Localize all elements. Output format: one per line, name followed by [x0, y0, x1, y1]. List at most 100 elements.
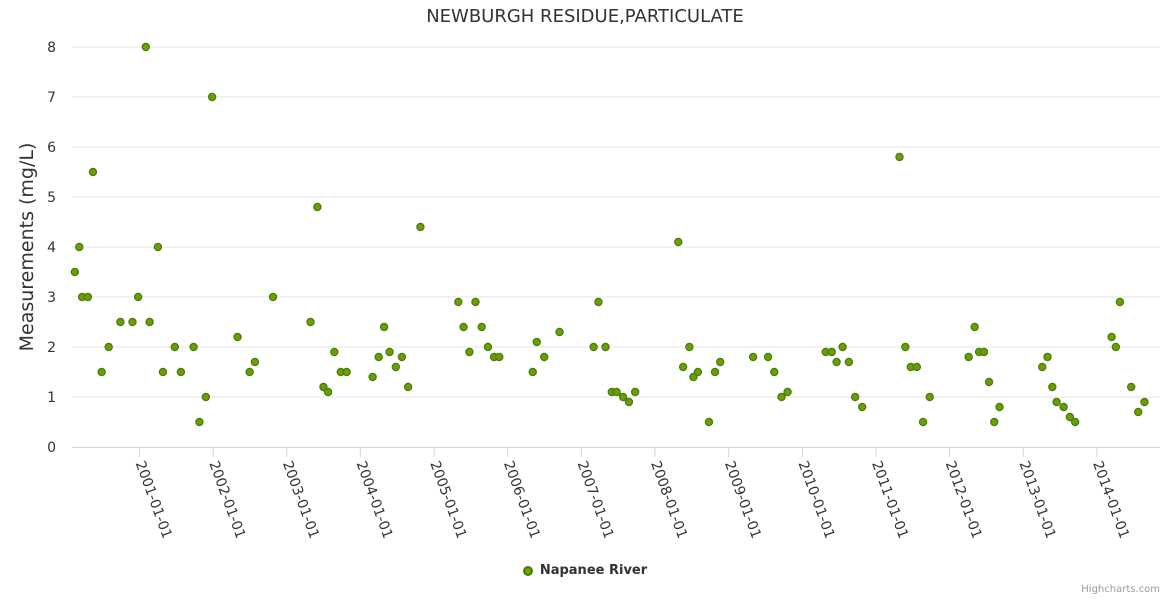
data-point[interactable] [133, 292, 143, 302]
data-point[interactable] [342, 367, 351, 377]
data-point[interactable] [1052, 397, 1061, 407]
data-point[interactable] [540, 352, 549, 362]
data-point[interactable] [827, 347, 836, 357]
data-point[interactable] [555, 327, 564, 337]
data-point[interactable] [612, 387, 621, 397]
data-point[interactable] [141, 42, 150, 52]
data-point[interactable] [528, 367, 537, 377]
data-point[interactable] [704, 417, 714, 427]
data-point[interactable] [397, 352, 407, 362]
data-point[interactable] [153, 242, 163, 252]
data-point[interactable] [330, 347, 339, 357]
data-point[interactable] [97, 367, 106, 377]
data-point[interactable] [710, 367, 720, 377]
data-point[interactable] [471, 297, 480, 307]
data-point[interactable] [770, 367, 779, 377]
data-point[interactable] [716, 357, 725, 367]
data-point[interactable] [1134, 407, 1143, 417]
data-point[interactable] [75, 242, 84, 252]
data-point[interactable] [368, 372, 377, 382]
data-point[interactable] [624, 397, 634, 407]
data-point[interactable] [1065, 412, 1075, 422]
data-point[interactable] [1048, 382, 1057, 392]
data-point[interactable] [532, 337, 541, 347]
data-point[interactable] [104, 342, 113, 352]
data-point[interactable] [145, 317, 154, 327]
data-point[interactable] [984, 377, 994, 387]
data-point[interactable] [783, 387, 792, 397]
data-point[interactable] [850, 392, 860, 402]
data-point[interactable] [1111, 342, 1121, 352]
data-point[interactable] [685, 342, 694, 352]
data-point[interactable] [323, 387, 333, 397]
data-point[interactable] [763, 352, 773, 362]
data-point[interactable] [857, 402, 867, 412]
data-point[interactable] [385, 347, 394, 357]
data-point[interactable] [459, 322, 468, 332]
data-point[interactable] [250, 357, 260, 367]
data-point[interactable] [1070, 417, 1080, 427]
data-point[interactable] [895, 152, 904, 162]
data-point[interactable] [912, 362, 922, 372]
data-point[interactable] [594, 297, 603, 307]
data-point[interactable] [1140, 397, 1149, 407]
data-point[interactable] [88, 167, 98, 177]
data-point[interactable] [176, 367, 186, 377]
data-point[interactable] [128, 317, 137, 327]
data-point[interactable] [674, 237, 683, 247]
data-point[interactable] [313, 202, 322, 212]
data-point[interactable] [970, 322, 979, 332]
data-point[interactable] [964, 352, 973, 362]
data-point[interactable] [1043, 352, 1052, 362]
data-point[interactable] [465, 347, 474, 357]
legend-item-series[interactable]: Napanee River [522, 563, 647, 578]
y-tick-label: 4 [47, 240, 56, 256]
data-point[interactable] [319, 382, 328, 392]
data-point[interactable] [630, 387, 640, 397]
data-point[interactable] [170, 342, 180, 352]
data-point[interactable] [1126, 382, 1136, 392]
data-point[interactable] [990, 417, 999, 427]
data-point[interactable] [832, 357, 841, 367]
data-point[interactable] [83, 292, 93, 302]
data-point[interactable] [678, 362, 688, 372]
credits-link[interactable]: Highcharts.com [1081, 584, 1160, 595]
data-point[interactable] [189, 342, 198, 352]
data-point[interactable] [454, 297, 463, 307]
data-point[interactable] [207, 92, 217, 102]
data-point[interactable] [268, 292, 278, 302]
data-point[interactable] [589, 342, 598, 352]
data-point[interactable] [195, 417, 204, 427]
data-point[interactable] [70, 267, 80, 277]
data-point[interactable] [245, 367, 254, 377]
data-point[interactable] [901, 342, 910, 352]
data-point[interactable] [844, 357, 854, 367]
data-point[interactable] [116, 317, 125, 327]
data-point[interactable] [158, 367, 168, 377]
data-point[interactable] [995, 402, 1004, 412]
data-point[interactable] [495, 352, 504, 362]
data-point[interactable] [918, 417, 928, 427]
data-point[interactable] [391, 362, 401, 372]
data-point[interactable] [233, 332, 242, 342]
data-point[interactable] [618, 392, 628, 402]
data-point[interactable] [477, 322, 486, 332]
data-point[interactable] [374, 352, 383, 362]
data-point[interactable] [403, 382, 413, 392]
data-point[interactable] [693, 367, 703, 377]
data-point[interactable] [979, 347, 989, 357]
data-point[interactable] [201, 392, 211, 402]
data-point[interactable] [925, 392, 934, 402]
data-point[interactable] [1107, 332, 1116, 342]
data-point[interactable] [483, 342, 493, 352]
data-point[interactable] [838, 342, 847, 352]
data-point[interactable] [1059, 402, 1068, 412]
data-point[interactable] [1038, 362, 1047, 372]
data-point[interactable] [1115, 297, 1125, 307]
data-point[interactable] [601, 342, 610, 352]
data-point[interactable] [416, 222, 425, 232]
data-point[interactable] [748, 352, 758, 362]
data-point[interactable] [379, 322, 389, 332]
data-point[interactable] [777, 392, 786, 402]
data-point[interactable] [306, 317, 315, 327]
